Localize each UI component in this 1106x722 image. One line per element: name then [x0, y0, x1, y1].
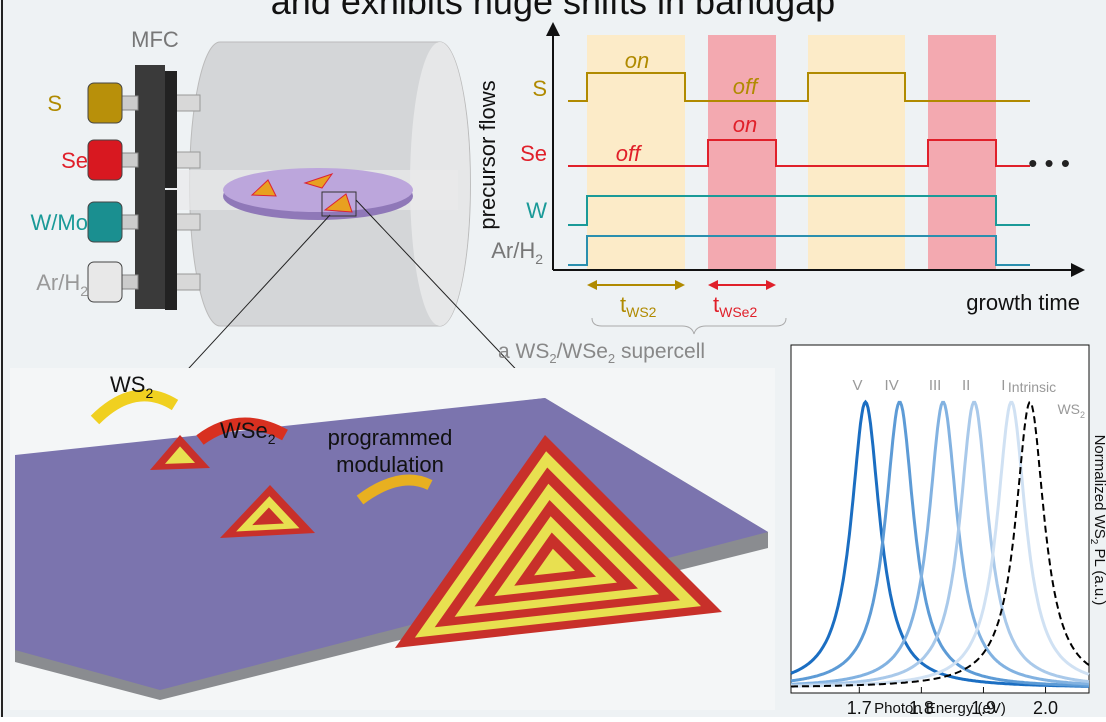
- y-label-part: Normalized WS: [1091, 435, 1106, 539]
- mfc-side: [165, 71, 177, 131]
- mfc-body: [135, 184, 165, 249]
- growth-illustration: WS2 WSe2 programmed modulation: [10, 368, 775, 710]
- modulation-label: modulation: [336, 452, 444, 477]
- signal-label: S: [532, 76, 547, 101]
- y-label: precursor flows: [475, 80, 500, 229]
- wse2-band: [708, 35, 776, 270]
- supercell-label: a WS2/WSe2 supercell: [498, 340, 705, 366]
- series-label: I: [1001, 377, 1005, 394]
- source: [88, 262, 122, 302]
- series-label: V: [852, 377, 862, 394]
- annotation: off: [733, 74, 760, 99]
- series-label: II: [962, 377, 970, 394]
- mfc-label: MFC: [131, 27, 179, 52]
- ws2-band: [808, 35, 905, 270]
- figure: and exhibits huge shifts in bandgap S Se W…: [0, 0, 1106, 717]
- x-label: Photon Energy (eV): [874, 700, 1006, 717]
- precursor-label: S: [47, 91, 62, 116]
- mfc-side: [165, 190, 177, 250]
- source: [88, 140, 122, 180]
- x-tick-label: 2.0: [1033, 698, 1058, 717]
- precursor-label: Se: [61, 148, 88, 173]
- source: [88, 202, 122, 242]
- series-label: IV: [885, 377, 899, 394]
- x-label: growth time: [966, 290, 1080, 315]
- signal-label: W: [526, 198, 547, 223]
- y-label-part: PL (a.u.): [1091, 544, 1106, 605]
- modulation-label: programmed: [328, 425, 453, 450]
- wse2-label: WSe2: [220, 418, 276, 447]
- precursor-name: W/Mo: [31, 210, 88, 235]
- series-label: Intrinsic: [1008, 379, 1056, 395]
- x-tick-label: 1.7: [847, 698, 872, 717]
- series-label-part: WS: [1057, 401, 1080, 417]
- title: and exhibits huge shifts in bandgap: [271, 0, 835, 22]
- mfc-side: [165, 250, 177, 310]
- series-label-part: 2: [1080, 410, 1085, 420]
- ellipsis: • • •: [1028, 148, 1070, 178]
- substrate-disk: [223, 168, 413, 212]
- wse2-band: [928, 35, 996, 270]
- precursor-label: W/Mo: [31, 210, 88, 235]
- signal-label: Se: [520, 141, 547, 166]
- series-label: III: [929, 377, 942, 394]
- annotation: on: [733, 112, 757, 137]
- precursor-name: Se: [61, 148, 88, 173]
- mfc-side: [165, 128, 177, 188]
- annotation: on: [625, 48, 649, 73]
- mfc-body: [135, 244, 165, 309]
- precursor-name: Ar/H: [36, 270, 80, 295]
- mfc-body: [135, 65, 165, 130]
- annotation: off: [616, 141, 643, 166]
- source: [88, 83, 122, 123]
- precursor-name: S: [47, 91, 62, 116]
- mfc-body: [135, 122, 165, 187]
- precursor-sub: 2: [80, 283, 88, 299]
